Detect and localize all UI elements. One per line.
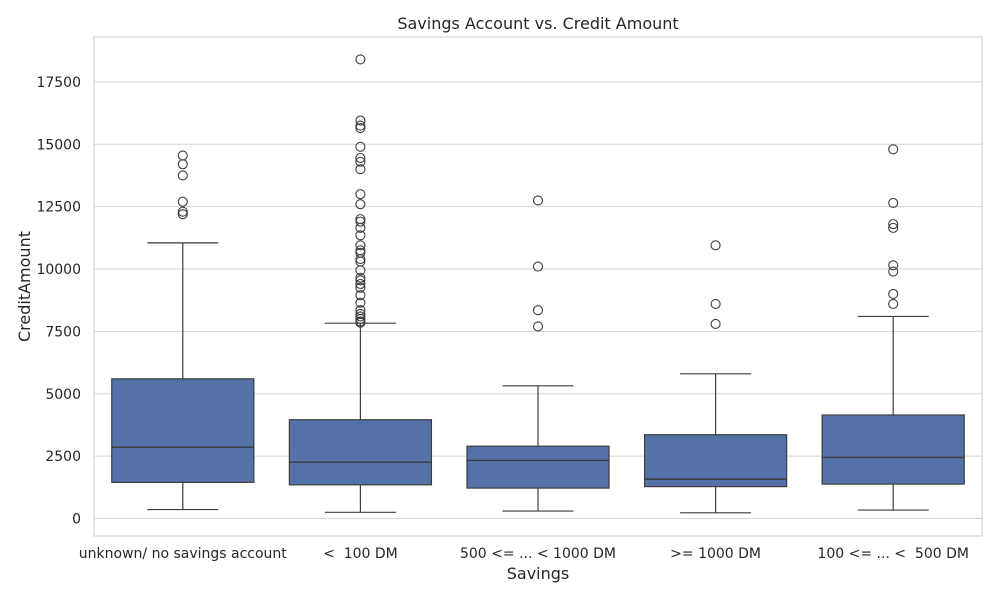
box-3 <box>643 240 788 514</box>
outlier-point <box>355 290 366 301</box>
outlier-point <box>888 222 899 233</box>
outlier-point <box>355 311 366 322</box>
outlier-point <box>355 120 366 131</box>
outlier-point <box>177 196 188 207</box>
outlier-point <box>177 159 188 170</box>
y-tick-label: 2500 <box>45 449 81 465</box>
outlier-point <box>355 240 366 251</box>
outlier-point <box>355 152 366 164</box>
outlier-point <box>710 298 721 310</box>
outlier-point <box>355 305 366 316</box>
outlier-point <box>888 197 899 208</box>
box-1 <box>288 54 433 513</box>
x-tick-labels: unknown/ no savings account < 100 DM 500 <… <box>79 546 969 562</box>
outlier-point <box>532 305 544 316</box>
y-tick-label: 12500 <box>36 200 81 216</box>
x-tick-label: 100 <= ... < 500 DM <box>817 546 969 562</box>
box-2 <box>466 195 610 512</box>
box-iqr <box>288 419 433 486</box>
x-tick-label: >= 1000 DM <box>670 546 761 562</box>
outlier-point <box>355 156 366 167</box>
outlier-point <box>355 308 366 319</box>
outlier-point <box>355 297 366 308</box>
outlier-point <box>177 170 188 181</box>
outlier-point <box>355 278 366 290</box>
outlier-point <box>355 247 366 258</box>
outlier-point <box>355 272 366 283</box>
x-tick-label: < 100 DM <box>323 546 398 562</box>
box-iqr <box>821 414 965 485</box>
outlier-point <box>888 260 899 271</box>
box-layer <box>111 54 965 514</box>
outlier-point <box>355 245 366 256</box>
outlier-point <box>355 54 366 65</box>
outlier-point <box>355 230 366 241</box>
outlier-point <box>888 266 899 277</box>
box-4 <box>821 144 965 511</box>
outlier-point <box>177 209 188 220</box>
y-axis-label: CreditAmount <box>15 231 34 342</box>
outlier-point <box>710 240 721 251</box>
outlier-point <box>888 219 899 230</box>
y-tick-label: 7500 <box>45 324 81 340</box>
outlier-point <box>177 206 188 217</box>
outlier-point <box>355 214 366 225</box>
y-tick-labels: 0 2500 5000 7500 10000 12500 15000 17500 <box>36 75 81 528</box>
outlier-point <box>355 164 366 175</box>
y-tick-label: 15000 <box>36 137 81 153</box>
outlier-point <box>177 150 188 161</box>
outlier-point <box>355 115 366 126</box>
outlier-point <box>532 261 544 272</box>
y-tick-label: 5000 <box>45 387 81 403</box>
outlier-point <box>355 141 366 152</box>
outlier-point <box>355 282 366 293</box>
outlier-point <box>532 195 544 206</box>
box-iqr <box>643 434 788 488</box>
chart-title: Savings Account vs. Credit Amount <box>397 14 678 33</box>
outlier-point <box>710 318 721 329</box>
box-iqr <box>466 445 610 489</box>
y-tick-label: 10000 <box>36 262 81 278</box>
outlier-point <box>355 189 366 200</box>
outlier-point <box>888 144 899 155</box>
outlier-point <box>888 288 899 300</box>
outlier-point <box>355 216 366 227</box>
plot-frame <box>93 36 983 537</box>
outlier-point <box>888 298 899 310</box>
x-tick-label: 500 <= ... < 1000 DM <box>460 546 616 562</box>
outlier-point <box>355 316 366 327</box>
box-0 <box>111 150 255 511</box>
x-tick-label: unknown/ no savings account <box>79 546 288 562</box>
outlier-point <box>355 275 366 286</box>
y-tick-label: 0 <box>72 512 81 528</box>
y-tick-label: 17500 <box>36 75 81 91</box>
outlier-point <box>532 321 544 332</box>
x-axis-label: Savings <box>507 564 570 583</box>
outlier-point <box>355 123 366 134</box>
outlier-point <box>355 199 366 210</box>
box-iqr <box>111 378 255 483</box>
